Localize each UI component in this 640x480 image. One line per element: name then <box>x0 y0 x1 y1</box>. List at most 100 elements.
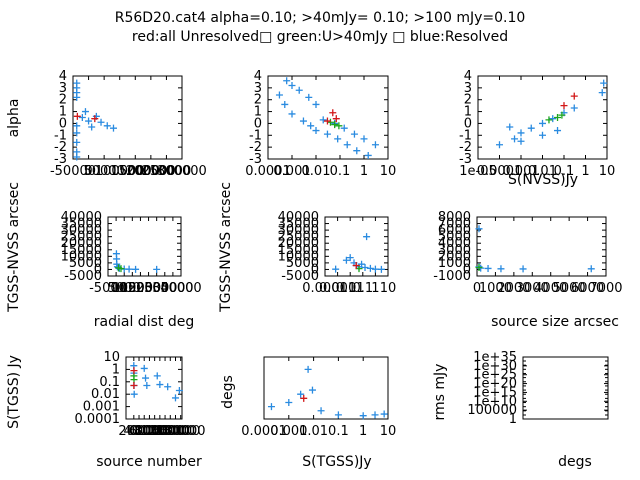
data-point-blue <box>323 130 331 138</box>
y-tick-label: 1 <box>59 105 67 120</box>
data-point-blue <box>88 123 96 131</box>
x-axis-label: radial dist deg <box>94 314 194 330</box>
data-point-blue <box>334 411 342 419</box>
y-tick-label: 1e+35 <box>473 350 517 365</box>
data-point-blue <box>97 118 105 126</box>
y-tick-label: 10 <box>103 350 120 365</box>
x-tick-label: 100000 <box>135 424 185 439</box>
x-tick-label: 0.01 <box>299 424 328 439</box>
y-tick-label: 40000 <box>278 210 319 225</box>
data-point-green <box>335 122 343 130</box>
y-tick-label: 0.01 <box>91 387 120 402</box>
data-point-red <box>130 382 138 390</box>
y-tick-label: 1 <box>509 412 517 427</box>
panel-tgss-nvss-vs-radial-dist: -500005000100001500020000250003000035000… <box>6 182 202 330</box>
y-tick-label: 15000 <box>278 243 319 258</box>
data-point-blue <box>549 115 557 123</box>
x-tick-label: 10000 <box>112 281 153 296</box>
x-tick-label: -50000 <box>50 164 96 179</box>
data-point-blue <box>156 381 164 389</box>
data-point-red <box>73 112 81 120</box>
data-point-blue <box>81 108 89 116</box>
x-tick-label: -5000 <box>89 281 127 296</box>
data-point-blue <box>73 153 81 161</box>
x-tick-label: 2000 <box>497 281 530 296</box>
data-point-blue <box>164 383 172 391</box>
panel-tgss-flux-vs-source-number: 0200004000060000800001000001200001400001… <box>6 350 206 470</box>
y-tick-label: 5000 <box>438 230 471 245</box>
y-axis-label: TGSS-NVSS arcsec <box>218 182 234 313</box>
x-tick-label: 60000 <box>129 424 170 439</box>
y-tick-label: -3 <box>249 152 262 167</box>
y-tick-label: 1 <box>112 362 120 377</box>
data-point-blue <box>506 123 514 131</box>
data-point-blue <box>371 141 379 149</box>
x-tick-label: 300000 <box>157 164 207 179</box>
y-tick-label: 0 <box>463 262 471 277</box>
data-point-blue <box>130 390 138 398</box>
x-tick-label: 250000 <box>142 164 192 179</box>
data-point-blue <box>85 117 93 125</box>
y-tick-label: 4 <box>59 69 67 84</box>
x-tick-label: 0.001 <box>273 164 310 179</box>
y-tick-label: 7000 <box>438 217 471 232</box>
x-tick-label: 50000 <box>83 164 124 179</box>
data-point-blue <box>371 411 379 419</box>
data-point-blue <box>380 410 388 418</box>
data-point-red <box>329 109 337 117</box>
data-point-blue <box>517 137 525 145</box>
y-tick-label: -3 <box>459 152 472 167</box>
data-point-blue <box>517 129 525 137</box>
y-tick-label: 5000 <box>69 256 102 271</box>
x-tick-label: 120000 <box>140 424 190 439</box>
data-point-red <box>91 115 99 123</box>
data-point-blue <box>288 110 296 118</box>
data-point-red <box>323 117 331 125</box>
y-tick-label: 1000 <box>438 256 471 271</box>
data-point-blue <box>359 412 367 420</box>
panel-frame <box>324 216 389 277</box>
x-tick-label: 0.0001 <box>245 164 291 179</box>
y-tick-label: 0 <box>464 116 472 131</box>
panel-frame <box>107 216 182 277</box>
y-tick-label: 20000 <box>278 236 319 251</box>
x-tick-label: 20000 <box>128 281 169 296</box>
x-tick-label: 0.1 <box>328 424 349 439</box>
y-tick-label: -1 <box>459 128 472 143</box>
x-tick-label: 4000 <box>534 281 567 296</box>
data-point-red <box>130 367 138 375</box>
data-point-red <box>332 115 340 123</box>
x-tick-label: 0 <box>130 424 138 439</box>
y-tick-label: 10000 <box>61 249 102 264</box>
y-tick-label: 20000 <box>61 236 102 251</box>
data-point-green <box>326 118 334 126</box>
x-tick-label: 0 <box>112 281 120 296</box>
x-tick-label: 1 <box>359 424 367 439</box>
data-point-blue <box>377 265 385 273</box>
x-tick-label: 5000 <box>553 281 586 296</box>
data-point-blue <box>358 260 366 268</box>
x-tick-label: 0.1 <box>330 164 351 179</box>
y-axis-label: rms mJy <box>432 364 448 421</box>
y-tick-label: 2 <box>254 93 262 108</box>
y-tick-label: 30000 <box>61 223 102 238</box>
data-point-blue <box>587 265 595 273</box>
y-tick-label: 1e+30 <box>473 359 517 374</box>
x-tick-label: 10 <box>599 164 616 179</box>
data-point-red <box>352 262 360 270</box>
data-point-blue <box>304 365 312 373</box>
data-point-blue <box>342 256 350 264</box>
data-point-blue <box>281 100 289 108</box>
data-point-blue <box>295 86 303 94</box>
data-point-blue <box>275 91 283 99</box>
panel-frame <box>476 216 607 277</box>
data-point-blue <box>598 89 606 97</box>
data-point-green <box>475 263 483 271</box>
panel-alpha-vs-position: -500000500001000001500002000002500003000… <box>6 69 207 179</box>
y-tick-label: 1e+25 <box>473 368 517 383</box>
data-point-blue <box>353 147 361 155</box>
y-tick-label: 0 <box>59 116 67 131</box>
